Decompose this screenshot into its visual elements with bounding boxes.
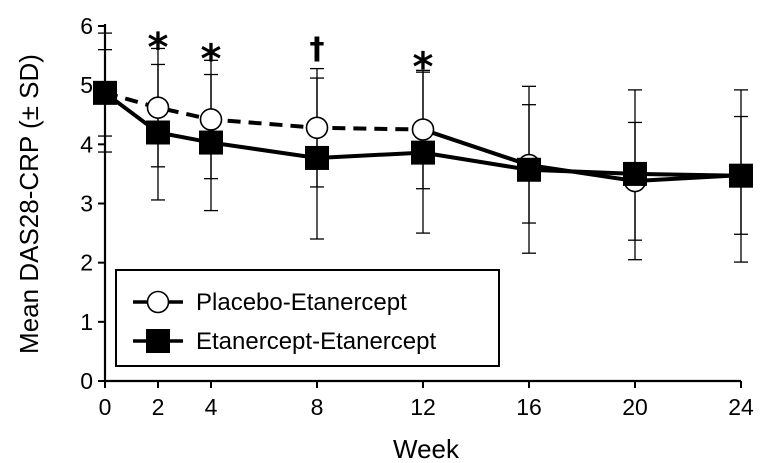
x-tick-label: 8 <box>311 394 324 420</box>
y-tick-label: 1 <box>80 309 93 335</box>
y-tick-label: 4 <box>80 131 93 157</box>
placebo-marker <box>199 108 223 131</box>
etanercept-marker <box>146 120 170 145</box>
placebo-marker <box>411 118 435 141</box>
y-tick-label: 0 <box>80 368 93 394</box>
significance-mark: * <box>413 44 434 90</box>
placebo-marker <box>146 96 170 119</box>
x-tick-label: 16 <box>516 394 542 420</box>
x-tick-label: 20 <box>622 394 648 420</box>
significance-mark: * <box>201 37 222 83</box>
legend-label: Placebo-Etanercept <box>196 289 407 316</box>
x-axis-title: Week <box>393 434 460 463</box>
significance-mark: * <box>148 25 169 71</box>
x-tick-label: 12 <box>410 394 436 420</box>
etanercept-marker <box>729 163 753 188</box>
y-tick-label: 2 <box>80 250 93 276</box>
significance-annotations: * * † * <box>148 25 434 91</box>
etanercept-marker <box>199 130 223 155</box>
placebo-marker <box>305 116 329 140</box>
legend-square-marker <box>146 329 170 353</box>
x-tick-label: 24 <box>728 394 754 420</box>
legend-circle-marker <box>146 290 170 314</box>
x-tick-label: 0 <box>99 394 112 420</box>
etanercept-marker <box>305 145 329 170</box>
x-tick-label: 4 <box>205 394 218 420</box>
y-tick-label: 5 <box>80 72 93 98</box>
legend-label: Etanercept-Etanercept <box>196 328 436 355</box>
etanercept-marker <box>411 140 435 165</box>
legend-box <box>115 269 500 367</box>
y-tick-label: 6 <box>80 13 93 39</box>
x-tick-label: 2 <box>152 394 165 420</box>
significance-mark: † <box>310 31 325 66</box>
y-tick-label: 3 <box>80 191 93 217</box>
etanercept-marker <box>517 157 541 182</box>
etanercept-marker <box>623 161 647 186</box>
y-axis-title: Mean DAS28-CRP (± SD) <box>14 54 44 354</box>
legend: Placebo-Etanercept Etanercept-Etanercept <box>115 269 500 367</box>
